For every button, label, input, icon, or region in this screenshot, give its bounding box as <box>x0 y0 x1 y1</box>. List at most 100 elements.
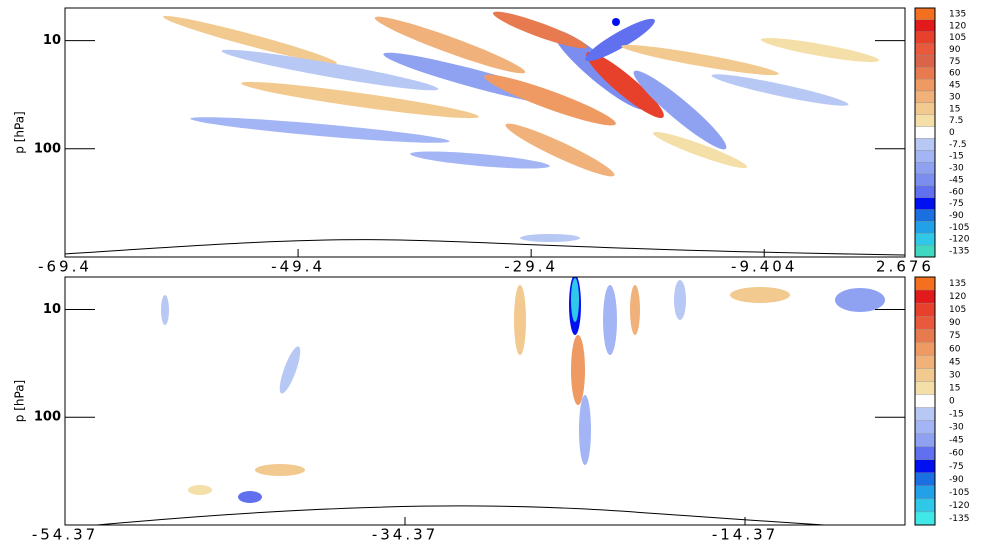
colorbar-label: -45 <box>949 175 964 185</box>
colorbar-label: -7.5 <box>949 140 967 150</box>
colorbar-label: 90 <box>949 318 961 328</box>
colorbar-label: 15 <box>949 383 960 393</box>
colorbar-cell <box>914 244 936 258</box>
y-tick-label: 100 <box>34 410 61 425</box>
y-tick-label: 10 <box>43 33 61 48</box>
colorbar-label: -105 <box>949 223 969 233</box>
colorbar-label: 105 <box>949 33 966 43</box>
x-tick-label: -9.404 <box>731 258 797 276</box>
colorbar-label: 45 <box>949 357 960 367</box>
contour-field <box>65 11 905 256</box>
colorbar-label: 120 <box>949 21 966 31</box>
colorbar-label: -90 <box>949 211 964 221</box>
x-tick-label: -54.37 <box>32 526 98 540</box>
colorbar-cell <box>914 185 936 198</box>
colorbar-label: 60 <box>949 344 961 354</box>
colorbar-label: 135 <box>949 9 966 19</box>
colorbar-label: -90 <box>949 475 964 485</box>
colorbar-cell <box>914 102 936 115</box>
colorbar-cell <box>914 472 936 486</box>
colorbar-cell <box>914 221 936 234</box>
colorbar-cell <box>914 342 936 356</box>
colorbar-cell <box>914 289 936 304</box>
colorbar-cell <box>914 138 936 151</box>
colorbar-cell <box>914 433 936 447</box>
y-axis-label: p [hPa] <box>13 380 27 422</box>
colorbar-cell <box>914 55 936 68</box>
colorbar-label: 135 <box>949 279 966 289</box>
colorbar-label: -45 <box>949 436 964 446</box>
colorbar-cell <box>914 90 936 104</box>
colorbar-label: 105 <box>949 305 966 315</box>
colorbar-label: 30 <box>949 370 961 380</box>
colorbar-label: -120 <box>949 235 970 245</box>
colorbar-cell <box>914 485 936 500</box>
colorbar-label: -120 <box>949 501 970 511</box>
colorbar-label: 120 <box>949 292 966 302</box>
colorbar-label: 90 <box>949 45 961 55</box>
colorbar-cell <box>914 368 936 382</box>
colorbar-cell <box>914 31 936 44</box>
colorbar-label: 0 <box>949 397 955 407</box>
colorbar-cell <box>914 459 936 473</box>
y-tick-label: 100 <box>34 141 61 156</box>
x-tick-label: -14.37 <box>712 526 778 540</box>
x-tick-label: -69.4 <box>38 258 92 276</box>
colorbar-cell <box>914 355 936 369</box>
colorbar-label: -75 <box>949 462 964 472</box>
colorbar-cell <box>914 7 936 21</box>
colorbar-cell <box>914 316 936 330</box>
colorbar-cell <box>914 511 936 526</box>
contour-field <box>91 277 885 525</box>
colorbar-cell <box>914 126 936 139</box>
colorbar-label: -135 <box>949 247 969 257</box>
colorbar-label: 7.5 <box>949 116 963 126</box>
colorbar-cell <box>914 173 936 187</box>
colorbar-cell <box>914 276 936 291</box>
colorbar-cell <box>914 381 936 395</box>
colorbar-cell <box>914 498 936 513</box>
x-tick-label: -34.37 <box>372 526 438 540</box>
colorbar-cell <box>914 420 936 434</box>
colorbar-label: -105 <box>949 488 969 498</box>
plot-frame <box>64 276 906 526</box>
colorbar-label: -15 <box>949 152 964 162</box>
colorbar-cell <box>914 67 936 80</box>
colorbar-label: 0 <box>949 128 955 138</box>
colorbar-label: 75 <box>949 331 960 341</box>
colorbar-cell <box>914 78 936 92</box>
colorbar-label: -15 <box>949 410 964 420</box>
colorbar-label: -60 <box>949 449 964 459</box>
plot-frame <box>64 7 906 258</box>
colorbar-frame <box>914 7 936 258</box>
colorbar-label: 45 <box>949 81 960 91</box>
colorbar-cell <box>914 233 936 246</box>
colorbar-cell <box>914 197 936 210</box>
y-axis-label: p [hPa] <box>13 111 27 153</box>
colorbar-label: -135 <box>949 514 969 524</box>
colorbar-label: 75 <box>949 57 960 67</box>
colorbar-cell <box>914 394 936 408</box>
colorbar-frame <box>914 276 936 526</box>
colorbar-cell <box>914 19 936 32</box>
x-tick-label: -29.4 <box>504 258 558 276</box>
colorbar-cell <box>914 407 936 421</box>
colorbar-cell <box>914 209 936 222</box>
colorbar-label: 15 <box>949 104 960 114</box>
colorbar-cell <box>914 43 936 56</box>
colorbar-cell <box>914 114 936 127</box>
colorbar-label: -60 <box>949 187 964 197</box>
colorbar-label: -75 <box>949 199 964 209</box>
colorbar-cell <box>914 329 936 343</box>
colorbar-label: 60 <box>949 69 961 79</box>
colorbar-cell <box>914 161 936 175</box>
colorbar-cell <box>914 150 936 163</box>
colorbar-cell <box>914 302 936 317</box>
x-tick-label: 2.676 <box>876 258 934 276</box>
colorbar-label: -30 <box>949 164 964 174</box>
colorbar-cell <box>914 446 936 460</box>
colorbar-label: -30 <box>949 423 964 433</box>
y-tick-label: 10 <box>43 302 61 317</box>
x-tick-label: -49.4 <box>271 258 325 276</box>
